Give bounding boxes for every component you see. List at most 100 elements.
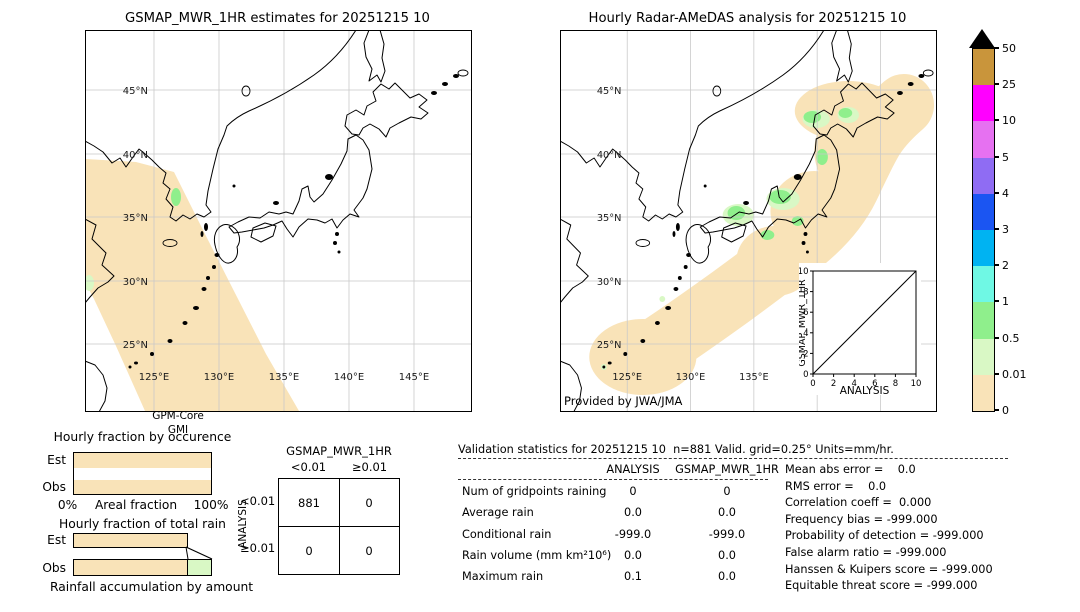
totalrain-caption: Rainfall accumulation by amount xyxy=(50,580,254,594)
scatter-inset: 0 2 4 6 8 10 0 2 4 6 8 10 ANALYSIS GSMAP… xyxy=(797,263,921,397)
lat-label: 40°N xyxy=(123,150,148,161)
colorbar-segment xyxy=(973,374,994,412)
satellite-name: GPM-Core xyxy=(152,410,204,422)
contingency-col-label-lt: <0.01 xyxy=(290,460,327,474)
stats-row-label: Num of gridpoints raining xyxy=(462,485,607,498)
stats-analysis-value: 0.0 xyxy=(624,506,642,520)
colorbar-segment xyxy=(973,121,994,158)
left-map-panel: 45°N 40°N 35°N 30°N 25°N 125°E 130°E 135… xyxy=(84,29,472,413)
inset-xlabel: ANALYSIS xyxy=(840,385,890,395)
contingency-row-label-ge: ≥0.01 xyxy=(240,541,276,555)
lon-label: 145°E xyxy=(399,372,429,383)
stat-mean-abs-error: Mean abs error = 0.0 xyxy=(785,463,916,476)
totalrain-obs-green-segment xyxy=(187,560,211,575)
island-kuril-edge xyxy=(457,69,469,77)
colorbar-segment xyxy=(973,302,994,339)
colorbar-segment xyxy=(973,157,994,194)
stats-col-gsmap: GSMAP_MWR_1HR xyxy=(675,463,779,476)
colorbar-overflow-triangle xyxy=(969,29,995,48)
stats-gsmap-value: -999.0 xyxy=(708,527,746,541)
contingency-cell-00: 881 xyxy=(279,479,340,527)
rain-patch-korea xyxy=(171,188,181,206)
colorbar-tick: 1 xyxy=(1002,294,1009,308)
colorbar-tick: 25 xyxy=(1002,77,1016,91)
gridlines xyxy=(86,31,471,411)
stats-summary: Mean abs error = 0.0 RMS error = 0.0 Cor… xyxy=(785,462,993,595)
stats-gsmap-value: 0.0 xyxy=(718,506,736,520)
coastline-sakhalin xyxy=(363,29,386,83)
one-to-one-line xyxy=(812,270,917,375)
stat-ets: Equitable threat score = -999.000 xyxy=(785,579,978,593)
island-jeju xyxy=(162,239,178,247)
svg-text:8: 8 xyxy=(893,379,898,389)
left-map-svg: 45°N 40°N 35°N 30°N 25°N 125°E 130°E 135… xyxy=(84,29,471,413)
totalrain-connector xyxy=(185,546,213,560)
colorbar-ticklabels: 50 25 10 5 4 3 2 1 0.5 0.01 0 xyxy=(994,42,1054,417)
colorbar-tick: 4 xyxy=(1002,186,1009,200)
lon-label: 140°E xyxy=(334,372,364,383)
stats-divider-mid xyxy=(458,479,768,480)
colorbar-tick: 5 xyxy=(1002,150,1009,164)
right-map-title: Hourly Radar-AMeDAS analysis for 2025121… xyxy=(588,11,907,26)
colorbar-segment xyxy=(973,338,994,375)
colorbar-segment xyxy=(973,230,994,267)
stats-row-label: Maximum rain xyxy=(462,570,544,584)
right-map-panel: 0 2 4 6 8 10 0 2 4 6 8 10 ANALYSIS GSMAP… xyxy=(559,29,937,413)
occurrence-x-min: 0% xyxy=(57,498,78,512)
svg-text:0: 0 xyxy=(810,379,815,389)
stats-row-label: Rain volume (mm km²10⁶) xyxy=(462,548,612,562)
left-map-title: GSMAP_MWR_1HR estimates for 20251215 10 xyxy=(125,11,430,26)
stats-analysis-value: -999.0 xyxy=(614,527,652,541)
svg-text:4: 4 xyxy=(851,379,856,389)
stats-header: Validation statistics for 20251215 10 n=… xyxy=(458,443,894,456)
coastlines xyxy=(84,29,469,413)
colorbar-segment xyxy=(973,266,994,303)
stats-gsmap-value: 0 xyxy=(723,485,731,498)
stats-gsmap-value: 0.0 xyxy=(718,570,736,584)
svg-text:2: 2 xyxy=(803,349,808,359)
stat-correlation: Correlation coeff = 0.000 xyxy=(785,496,932,510)
colorbar-tick: 50 xyxy=(1002,41,1016,55)
stat-pod: Probability of detection = -999.000 xyxy=(785,529,984,543)
colorbar-segment xyxy=(973,193,994,231)
svg-text:8: 8 xyxy=(803,288,808,298)
stats-row: Average rain 0.0 0.0 xyxy=(458,504,788,525)
svg-text:4: 4 xyxy=(803,329,808,339)
occurrence-obs-label: Obs xyxy=(42,480,66,494)
colorbar-tick: 10 xyxy=(1002,113,1016,127)
totalrain-obs-row xyxy=(73,559,212,576)
svg-text:2: 2 xyxy=(831,379,836,389)
stats-table: Num of gridpoints raining 0 0 Average ra… xyxy=(458,483,788,589)
contingency-table: 881 0 0 0 xyxy=(278,478,400,575)
scatter-inset-svg: 0 2 4 6 8 10 0 2 4 6 8 10 ANALYSIS GSMAP… xyxy=(797,267,921,397)
lat-label: 35°N xyxy=(123,213,148,224)
stats-row-label: Conditional rain xyxy=(462,527,552,541)
colorbar-segment xyxy=(973,49,994,86)
stats-gsmap-value: 0.0 xyxy=(718,548,736,562)
inset-x-ticklabels: 0 2 4 6 8 10 xyxy=(810,379,921,389)
stats-row: Rain volume (mm km²10⁶) 0.0 0.0 xyxy=(458,547,788,568)
svg-text:6: 6 xyxy=(872,379,877,389)
svg-text:0: 0 xyxy=(803,370,808,380)
totalrain-est-row xyxy=(73,533,212,548)
stats-row: Num of gridpoints raining 0 0 xyxy=(458,483,788,504)
stat-far: False alarm ratio = -999.000 xyxy=(785,545,947,559)
lat-label: 25°N xyxy=(123,340,148,351)
colorbar-tick: 2 xyxy=(1002,258,1009,272)
stats-analysis-value: 0.1 xyxy=(624,570,642,584)
lake-khanka xyxy=(241,85,251,97)
svg-text:10: 10 xyxy=(799,267,809,277)
stats-analysis-value: 0.0 xyxy=(624,548,642,562)
totalrain-est-label: Est xyxy=(47,533,66,547)
lon-label: 130°E xyxy=(204,372,234,383)
inset-y-ticklabels: 0 2 4 6 8 10 xyxy=(798,267,809,380)
colorbar-tick: 0.5 xyxy=(1002,331,1020,345)
totalrain-chart-title: Hourly fraction of total rain xyxy=(59,517,226,531)
coastline-taiwan xyxy=(84,360,108,413)
occurrence-est-label: Est xyxy=(47,453,66,467)
gsmap-swath-polygon xyxy=(86,159,299,411)
stat-rms-error: RMS error = 0.0 xyxy=(785,479,887,493)
colorbar-segment xyxy=(973,85,994,122)
colorbar-tick: 0.01 xyxy=(1002,367,1027,381)
